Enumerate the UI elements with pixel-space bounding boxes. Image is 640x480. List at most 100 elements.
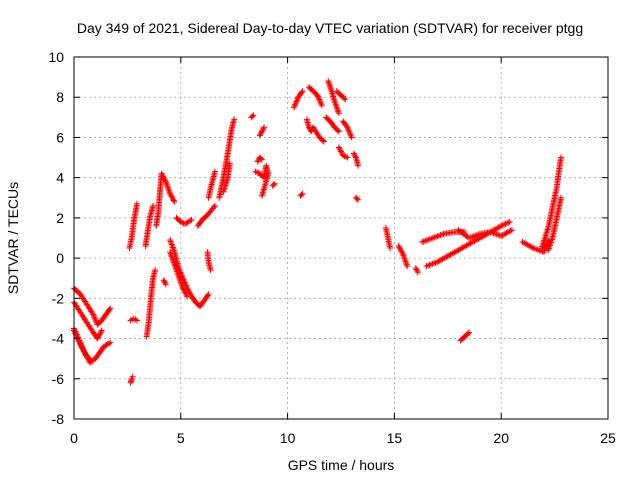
chart-title: Day 349 of 2021, Sidereal Day-to-day VTE… [77, 20, 583, 36]
data-point [294, 95, 301, 102]
data-point [316, 97, 323, 104]
x-tick-label: 25 [600, 430, 616, 446]
data-point [338, 148, 344, 155]
data-point [171, 198, 178, 205]
data-point [298, 191, 305, 198]
data-point [319, 137, 326, 144]
data-point [150, 202, 157, 209]
data-point [159, 171, 166, 178]
data-track [216, 116, 238, 201]
data-point [344, 154, 351, 161]
data-track [205, 168, 218, 201]
data-point [259, 127, 266, 134]
data-point [253, 169, 260, 176]
data-track [269, 180, 278, 189]
data-point [72, 330, 79, 337]
data-points [71, 78, 565, 386]
data-point [181, 287, 188, 294]
data-point [414, 267, 421, 274]
data-point [351, 151, 358, 158]
data-track [126, 200, 141, 252]
data-point [205, 291, 212, 298]
data-point [293, 98, 300, 105]
data-point [320, 138, 327, 145]
data-point [347, 131, 354, 138]
data-point [249, 113, 256, 120]
y-tick-label: 2 [56, 210, 64, 226]
data-point [499, 222, 506, 229]
data-point [355, 196, 362, 203]
data-point [76, 338, 83, 345]
data-point [76, 340, 83, 347]
data-point [158, 170, 165, 177]
data-point [342, 153, 349, 160]
data-point [318, 102, 325, 109]
data-point [465, 330, 472, 337]
data-point [258, 129, 265, 136]
data-track [127, 373, 136, 386]
data-point [95, 332, 102, 339]
data-track [340, 118, 355, 141]
data-point [94, 335, 101, 342]
data-point [184, 293, 191, 300]
data-point [169, 196, 176, 203]
data-point [152, 267, 159, 274]
data-point [167, 192, 174, 199]
data-point [507, 227, 514, 234]
data-point [254, 158, 261, 165]
data-point [90, 312, 97, 319]
data-point [97, 330, 104, 337]
data-point [506, 218, 513, 225]
data-track [538, 154, 565, 252]
data-track [545, 194, 565, 254]
data-point [258, 156, 265, 163]
data-track [256, 124, 268, 139]
data-point [345, 125, 352, 132]
data-point [355, 162, 362, 169]
data-track [153, 170, 178, 229]
y-tick-label: 4 [56, 170, 64, 186]
data-track [173, 214, 195, 227]
y-tick-label: -2 [52, 290, 65, 306]
data-track [412, 265, 421, 276]
x-tick-label: 15 [387, 430, 403, 446]
data-track [350, 150, 362, 169]
data-track [127, 315, 141, 324]
x-tick-labels: 0 5 10 15 20 25 [70, 430, 616, 446]
data-point [341, 95, 348, 102]
data-point [292, 101, 299, 108]
data-point [344, 124, 351, 131]
data-point [503, 220, 510, 227]
data-point [505, 219, 512, 226]
data-point [250, 112, 257, 119]
data-point [231, 116, 238, 123]
y-tick-label: -6 [52, 371, 65, 387]
data-point [387, 245, 394, 252]
data-point [162, 279, 169, 286]
data-point [396, 244, 403, 251]
data-point [162, 281, 169, 288]
data-point [335, 144, 342, 151]
data-point [336, 145, 343, 152]
data-point [466, 329, 473, 336]
y-tick-label: -4 [52, 331, 65, 347]
data-point [350, 150, 357, 157]
data-point [169, 194, 176, 201]
data-point [342, 96, 349, 103]
data-point [161, 278, 168, 285]
data-track [142, 202, 157, 250]
data-point [501, 221, 508, 228]
data-point [334, 127, 341, 134]
data-point [292, 99, 299, 106]
y-tick-label: -8 [52, 411, 65, 427]
data-track [297, 190, 306, 199]
data-point [528, 244, 535, 251]
data-point [92, 317, 99, 324]
data-point [187, 217, 194, 224]
data-point [96, 331, 103, 338]
data-track [455, 226, 515, 241]
data-track [71, 327, 95, 364]
data-track [194, 202, 218, 229]
data-point [210, 204, 217, 211]
